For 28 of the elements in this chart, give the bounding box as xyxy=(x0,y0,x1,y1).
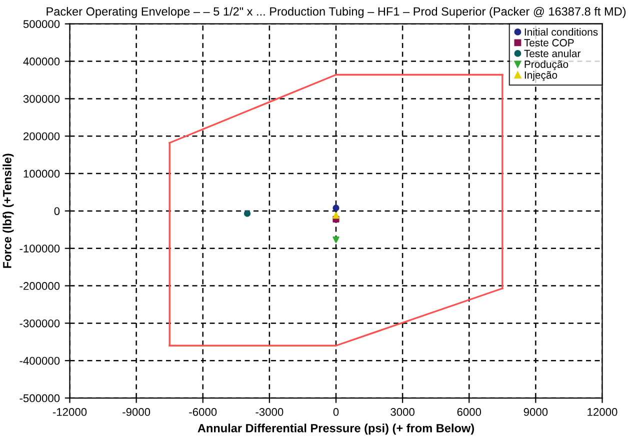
y-tick-label: -400000 xyxy=(20,356,60,365)
y-tick-label: 0 xyxy=(54,207,60,216)
y-tick-label: 100000 xyxy=(24,170,60,178)
y-tick-label: -500000 xyxy=(20,394,60,402)
x-tick-label: 12000 xyxy=(588,408,618,416)
x-tick-label: -3000 xyxy=(256,408,284,416)
y-tick-label: -100000 xyxy=(20,244,60,252)
y-tick-label: 300000 xyxy=(23,94,60,103)
legend-label: Teste anular xyxy=(524,50,581,58)
legend-label: Teste COP xyxy=(524,39,574,46)
x-tick-label: 0 xyxy=(333,408,339,416)
x-tick-label: 3000 xyxy=(390,408,414,416)
y-tick-label: -300000 xyxy=(20,319,60,328)
x-axis-title: Annular Differential Pressure (psi) (+ from Below) xyxy=(198,424,474,435)
y-tick-label: 400000 xyxy=(23,58,60,66)
y-tick-label: 200000 xyxy=(24,132,60,140)
x-tick-label: 9000 xyxy=(524,408,548,416)
y-tick-label: 500000 xyxy=(23,20,60,28)
legend-label: Produção xyxy=(524,60,568,70)
legend-label: Initial conditions xyxy=(524,28,598,36)
x-tick-label: -9000 xyxy=(122,408,150,416)
x-tick-label: -12000 xyxy=(52,408,87,416)
legend-label: Injeção xyxy=(524,71,558,81)
x-tick-label: 6000 xyxy=(457,408,482,416)
y-tick-label: -200000 xyxy=(20,282,60,290)
x-tick-label: -6000 xyxy=(189,408,217,416)
y-axis-title: Force (lbf) (+Tensile) xyxy=(2,154,14,268)
chart-title: Packer Operating Envelope – – 5 1/2" x ... Production Tubing – HF1 – Prod Superior (Packer @ 16387.8 ft MD) xyxy=(46,6,626,18)
